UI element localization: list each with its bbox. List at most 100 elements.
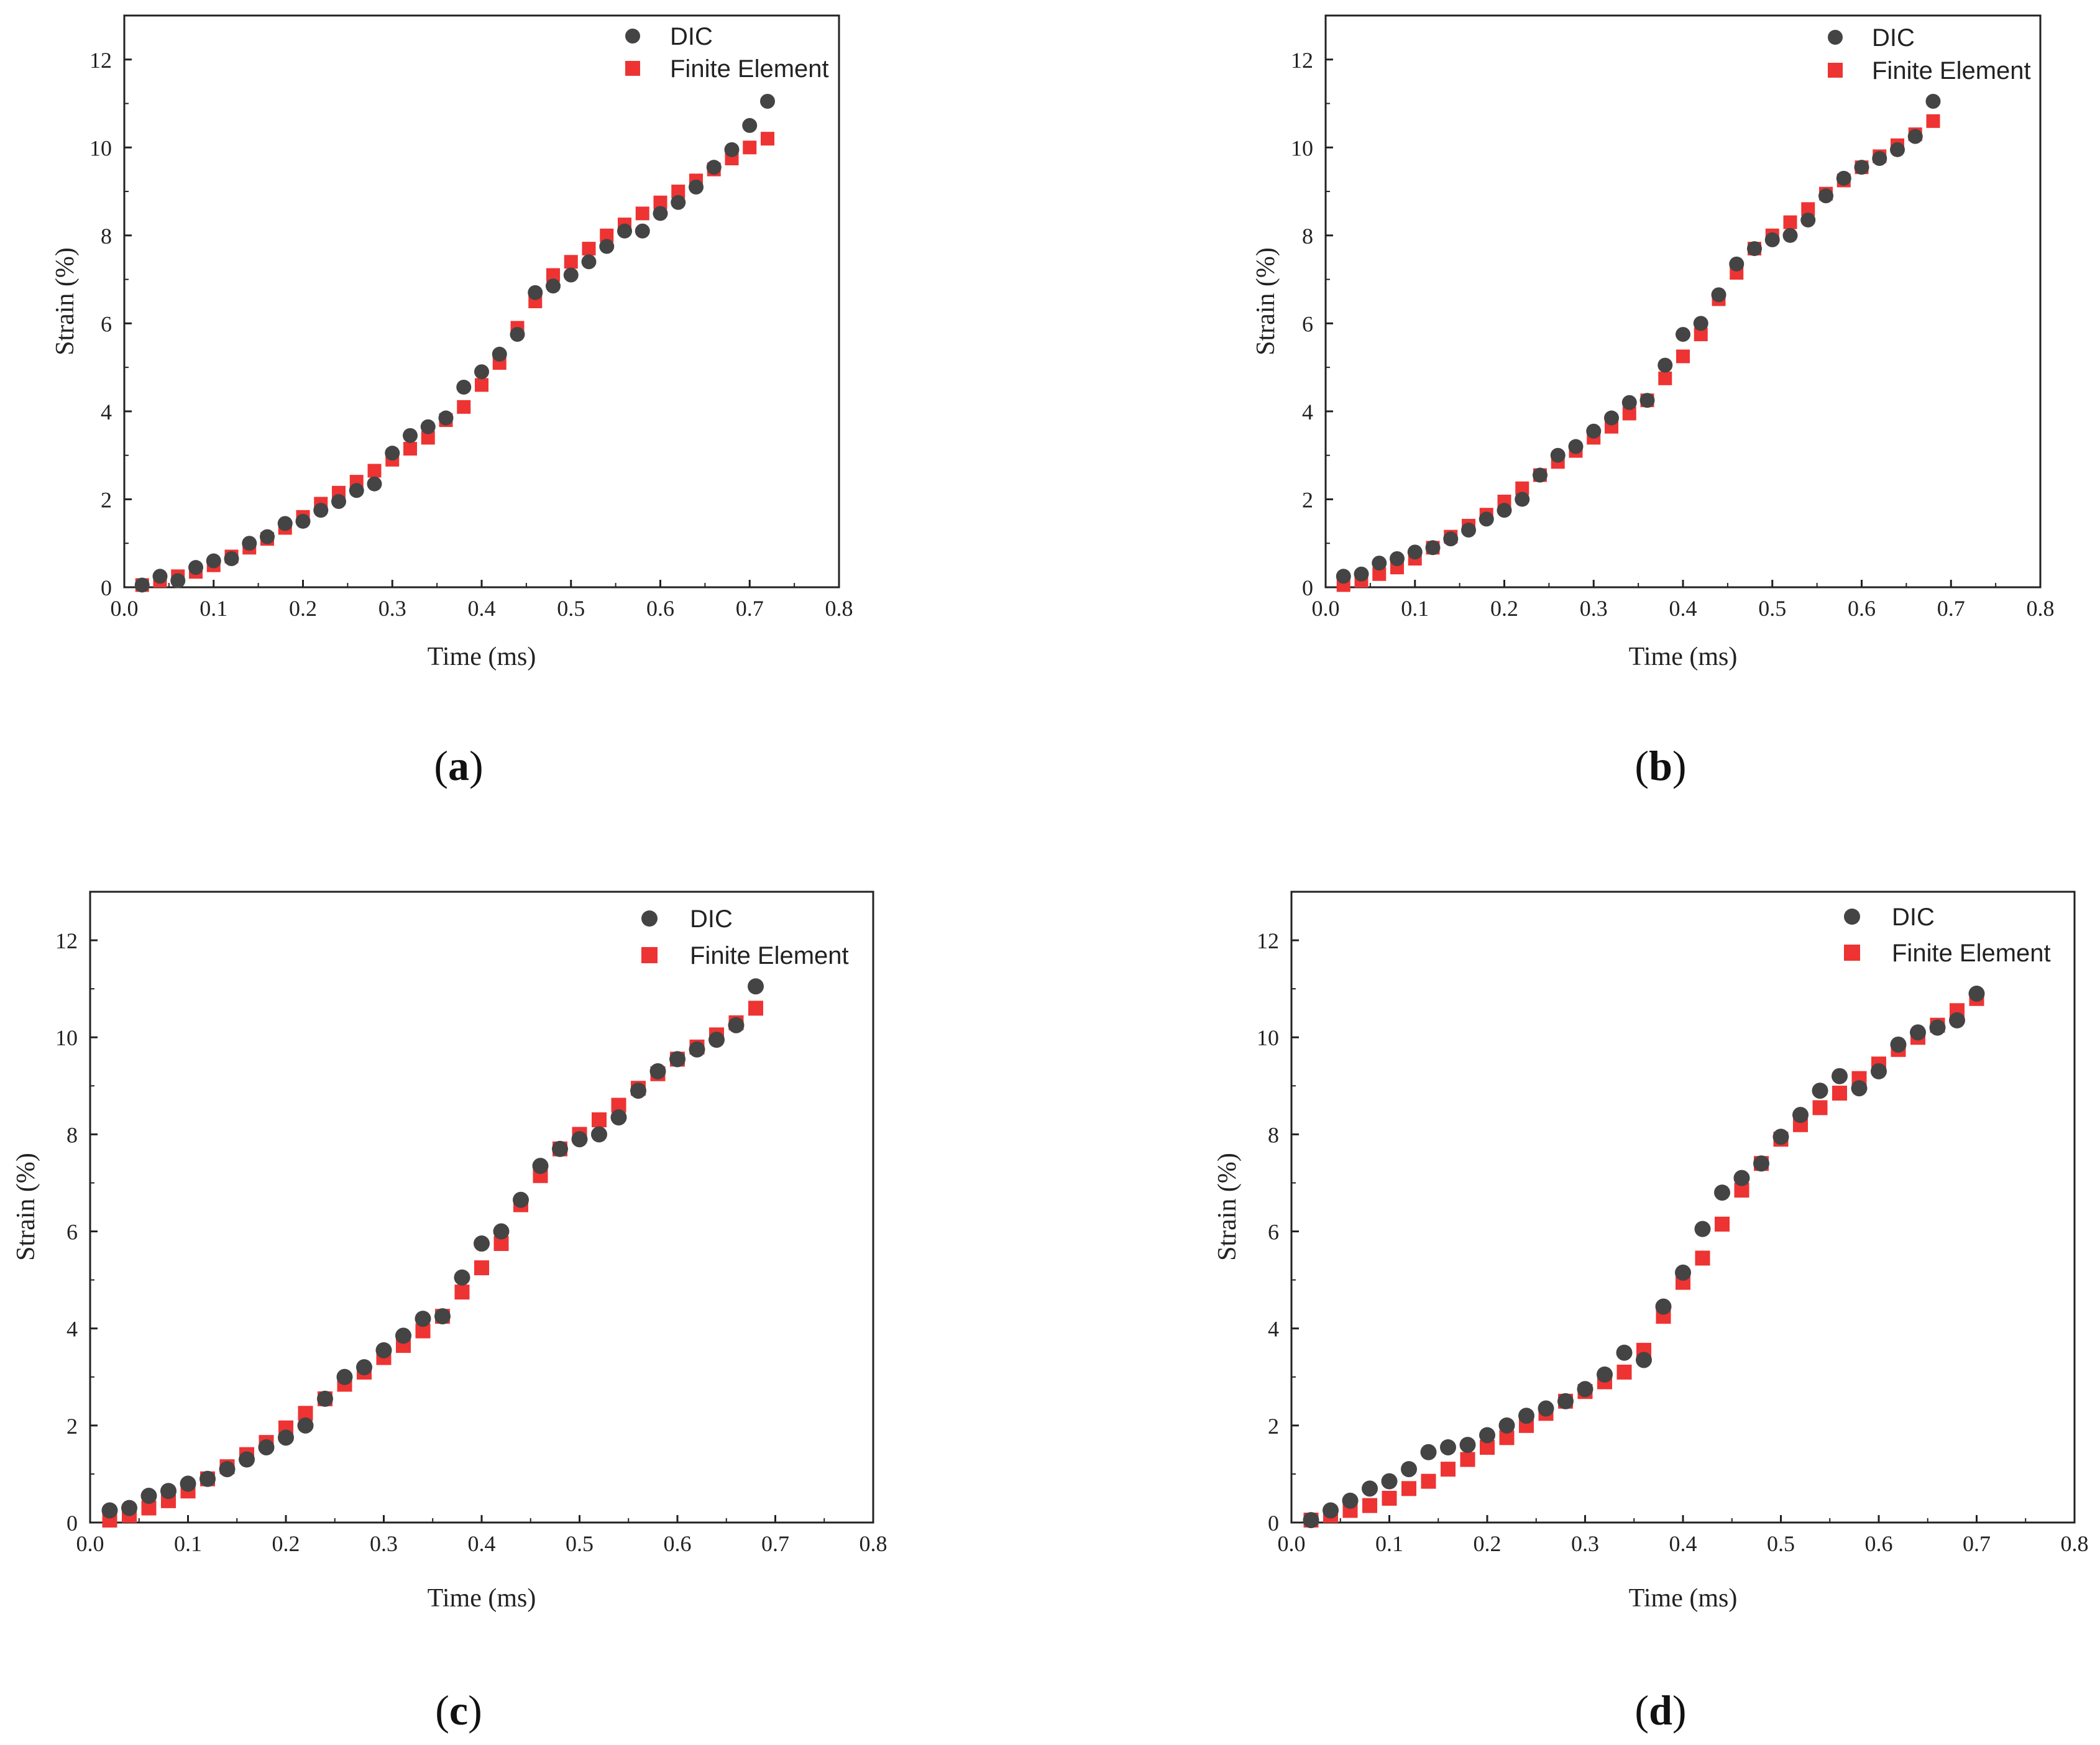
x-tick-label: 0.7	[761, 1531, 789, 1556]
dic-point	[1303, 1512, 1319, 1529]
panel-c: 0 2 4 6 8 10 12 0.0 0.1 0.2 0.3 0.4 0.5 0.6 0.7 0.8 Ti…	[12, 891, 887, 1734]
y-tick-label: 2	[1268, 1414, 1279, 1439]
fe-point	[1658, 371, 1672, 385]
legend: DIC Finite Element	[1844, 904, 2051, 967]
legend-dic-marker	[641, 910, 658, 927]
dic-point	[239, 1451, 255, 1468]
legend-fe-marker	[1828, 63, 1843, 78]
y-axis-title: Strain (%)	[51, 247, 80, 355]
dic-point	[1459, 1437, 1476, 1454]
data-marks	[101, 978, 764, 1528]
dic-point	[317, 1390, 333, 1407]
dic-point	[415, 1311, 431, 1327]
dic-point	[1597, 1366, 1613, 1383]
fe-point	[671, 185, 685, 199]
fe-point	[474, 1260, 489, 1276]
x-axis-title: Time (ms)	[1629, 643, 1738, 671]
panel-label: (c)	[435, 1687, 482, 1734]
dic-point	[1497, 503, 1512, 518]
dic-point	[635, 223, 650, 239]
x-tick-label: 0.6	[1848, 596, 1876, 621]
dic-point	[1538, 1400, 1554, 1417]
x-axis-title: Time (ms)	[1629, 1584, 1738, 1613]
legend-fe-label: Finite Element	[690, 942, 849, 969]
y-tick-label: 2	[101, 487, 112, 512]
dic-point	[492, 346, 507, 362]
dic-point	[1461, 523, 1476, 538]
fe-point	[421, 431, 435, 445]
y-tick-label: 10	[1291, 135, 1313, 160]
dic-point	[454, 1269, 470, 1286]
dic-point	[630, 1083, 646, 1099]
legend: DIC Finite Element	[625, 23, 829, 83]
x-tick-label: 0.1	[1401, 596, 1429, 621]
x-axis-title: Time (ms)	[428, 1584, 536, 1613]
dic-point	[1655, 1298, 1672, 1315]
dic-point	[653, 206, 668, 221]
dic-point	[385, 446, 400, 461]
fe-point	[1801, 202, 1815, 216]
dic-point	[420, 419, 436, 434]
dic-point	[1515, 492, 1530, 507]
dic-point	[1440, 1439, 1456, 1455]
panel-label: (b)	[1635, 742, 1686, 789]
fe-point	[1372, 567, 1387, 581]
x-tick-label: 0.6	[646, 596, 674, 621]
legend-dic-label: DIC	[1892, 904, 1935, 931]
panel-letter: b	[1649, 742, 1672, 789]
x-tick-label: 0.1	[174, 1531, 202, 1556]
x-tick-label: 0.5	[1767, 1531, 1795, 1556]
x-tick-label: 0.8	[860, 1531, 887, 1556]
dic-point	[1871, 1063, 1887, 1079]
fe-point	[546, 268, 560, 282]
dic-point	[1372, 556, 1387, 571]
dic-point	[1425, 540, 1441, 556]
y-tick-label: 10	[89, 135, 112, 160]
y-axis: 0 2 4 6 8 10 12	[1291, 15, 1333, 600]
dic-point	[199, 1470, 216, 1487]
dic-point	[331, 494, 346, 509]
dic-point	[1818, 188, 1833, 204]
dic-point	[101, 1502, 118, 1519]
panel-label: (d)	[1635, 1687, 1686, 1734]
dic-point	[1792, 1107, 1809, 1124]
dic-point	[1812, 1083, 1828, 1099]
dic-point	[474, 364, 489, 380]
dic-point	[1925, 94, 1941, 109]
dic-point	[395, 1327, 411, 1344]
fe-point	[1616, 1364, 1632, 1380]
y-tick-label: 10	[1257, 1025, 1279, 1050]
dic-point	[242, 536, 257, 551]
panel-d: 0 2 4 6 8 10 12 0.0 0.1 0.2 0.3 0.4 0.5 0.6 0.7 0.8 Ti…	[1213, 891, 2089, 1734]
y-tick-label: 12	[55, 928, 78, 953]
panel-letter: c	[449, 1687, 468, 1734]
legend-fe-marker	[641, 947, 658, 963]
dic-point	[295, 513, 311, 529]
fe-point	[743, 140, 757, 155]
fe-point	[1515, 481, 1529, 495]
fe-point	[1715, 1216, 1730, 1232]
x-tick-label: 0.7	[736, 596, 764, 621]
x-tick-label: 0.3	[1571, 1531, 1599, 1556]
dic-point	[367, 476, 382, 492]
legend-dic-label: DIC	[670, 23, 713, 50]
dic-point	[1636, 1352, 1652, 1368]
dic-point	[610, 1109, 627, 1126]
x-tick-label: 0.4	[1669, 596, 1697, 621]
x-tick-label: 0.4	[468, 1531, 496, 1556]
x-axis: 0.0 0.1 0.2 0.3 0.4 0.5 0.6 0.7 0.8	[111, 580, 853, 621]
fe-point	[582, 242, 596, 256]
dic-point	[1675, 1264, 1691, 1281]
fe-point	[635, 206, 649, 221]
fe-point	[454, 1285, 470, 1300]
x-tick-label: 0.2	[289, 596, 317, 621]
legend-fe-label: Finite Element	[1872, 57, 2031, 85]
fe-point	[1926, 114, 1940, 128]
dic-point	[1443, 531, 1459, 547]
dic-point	[434, 1308, 451, 1325]
dic-point	[297, 1417, 314, 1434]
dic-point	[1714, 1184, 1730, 1201]
dic-point	[277, 516, 293, 531]
dic-point	[552, 1140, 568, 1157]
